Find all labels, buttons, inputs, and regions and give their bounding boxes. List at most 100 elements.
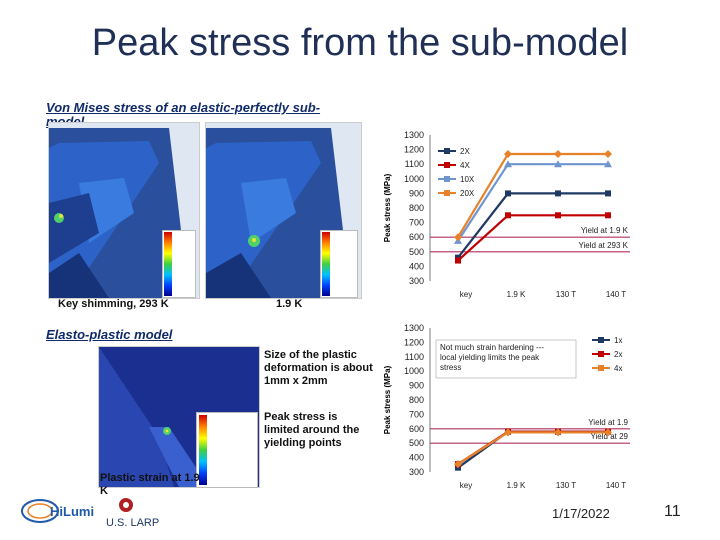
x-tick-label: key (460, 290, 472, 299)
legend-label: 20X (460, 189, 475, 198)
fe-legend-1-9k (320, 230, 358, 298)
label-key-shimming: Key shimming, 293 K (58, 298, 169, 310)
data-point (504, 160, 512, 168)
y-tick-label: 400 (409, 261, 424, 271)
x-tick-label: 130 T (556, 290, 576, 299)
y-tick-label: 500 (409, 247, 424, 257)
data-point (455, 257, 461, 264)
annotation-line: local yielding limits the peak (440, 353, 540, 362)
x-tick-label: key (460, 481, 472, 490)
y-tick-label: 700 (409, 218, 424, 228)
data-point (454, 460, 462, 469)
chart-elasto-plastic: Peak stress (MPa) 300 400 500 600 700 800 900 10… (383, 323, 630, 490)
us-larp-logo: U.S. LARP (104, 496, 174, 530)
data-point (555, 212, 561, 219)
y-tick-label: 1300 (404, 130, 424, 140)
series-line (457, 152, 608, 238)
fe-image-1-9k (205, 122, 362, 299)
y-tick-label: 1200 (404, 145, 424, 155)
legend-label: 4x (614, 364, 622, 373)
data-point (554, 428, 562, 437)
y-tick-label: 300 (409, 467, 424, 477)
reference-line-label: Yield at 29 (590, 432, 628, 441)
slide-number: 11 (664, 503, 681, 520)
data-point (504, 149, 512, 158)
legend-label: 2x (614, 350, 622, 359)
series-line (457, 192, 608, 259)
y-tick-label: 1100 (405, 352, 424, 362)
series-line (457, 430, 608, 466)
slide-title: Peak stress from the sub-model (91, 22, 629, 64)
note-plastic-size: Size of the plastic deformation is about… (264, 349, 373, 387)
data-point (605, 190, 611, 197)
series-line (457, 163, 608, 242)
hilumi-logo: HiLumi (20, 496, 98, 526)
chart-annotation: Not much strain hardening ---local yield… (435, 339, 577, 379)
data-point (604, 160, 612, 168)
note-peak-limited: Peak stress is limited around the yieldi… (264, 411, 360, 449)
label-1-9k: 1.9 K (276, 298, 303, 310)
y-tick-label: 1000 (404, 174, 424, 184)
series-line (457, 431, 608, 466)
data-point (554, 149, 562, 158)
y-tick-label: 1300 (404, 323, 424, 333)
data-point (505, 212, 511, 219)
y-tick-label: 600 (409, 232, 424, 242)
y-tick-label: 800 (409, 203, 424, 213)
legend-marker (598, 365, 604, 371)
data-point (605, 212, 611, 219)
x-tick-label: 140 T (606, 481, 626, 490)
legend-label: 1x (614, 336, 622, 345)
y-tick-label: 700 (409, 409, 424, 419)
annotation-box (435, 339, 577, 379)
fe-image-293k (48, 122, 200, 299)
y-tick-label: 400 (409, 453, 424, 463)
legend-label: 2X (460, 147, 470, 156)
chart-elastic: Peak stress (MPa) 300 400 500 600 700 800 900 10… (383, 130, 630, 299)
data-point (604, 428, 612, 437)
reference-line-label: Yield at 1.9 K (581, 226, 629, 235)
y-tick-label: 500 (409, 438, 424, 448)
annotation-line: Not much strain hardening --- (440, 343, 544, 352)
y-tick-label: 1100 (405, 159, 424, 169)
legend-marker (444, 176, 450, 182)
y-axis-label: Peak stress (MPa) (383, 365, 392, 434)
y-tick-label: 900 (409, 188, 424, 198)
fe-legend-plastic (196, 412, 258, 488)
data-point (454, 233, 462, 242)
label-plastic-strain: Plastic strain at 1.9 K (100, 472, 200, 497)
y-tick-label: 900 (409, 381, 424, 391)
fe-image-plastic-strain (98, 346, 260, 488)
legend-marker (598, 337, 604, 343)
y-axis-label: Peak stress (MPa) (383, 173, 392, 242)
data-point (604, 149, 612, 158)
us-larp-logo-text: U.S. LARP (106, 517, 159, 529)
y-tick-label: 600 (409, 424, 424, 434)
legend-label: 10X (460, 175, 475, 184)
y-tick-label: 800 (409, 395, 424, 405)
legend-label: 4X (460, 161, 470, 170)
series-line (457, 214, 608, 262)
data-point (504, 428, 512, 437)
legend-marker (444, 148, 450, 154)
y-tick-label: 300 (409, 276, 424, 286)
x-tick-label: 140 T (606, 290, 626, 299)
data-point (554, 160, 562, 168)
fe-legend-293k (162, 230, 196, 298)
x-tick-label: 1.9 K (507, 481, 526, 490)
hilumi-logo-text: HiLumi (50, 504, 94, 519)
x-tick-label: 1.9 K (507, 290, 526, 299)
x-tick-label: 130 T (556, 481, 576, 490)
legend-marker (444, 162, 450, 168)
reference-line-label: Yield at 1.9 (588, 418, 628, 427)
y-tick-label: 1200 (404, 337, 424, 347)
data-point (555, 190, 561, 197)
legend-marker (598, 351, 604, 357)
legend-marker (444, 190, 450, 196)
data-point (505, 190, 511, 197)
annotation-line: stress (440, 363, 461, 372)
reference-line-label: Yield at 293 K (578, 241, 628, 250)
caption-elasto-plastic: Elasto-plastic model (46, 327, 173, 342)
y-tick-label: 1000 (404, 366, 424, 376)
footer-date: 1/17/2022 (552, 506, 610, 521)
